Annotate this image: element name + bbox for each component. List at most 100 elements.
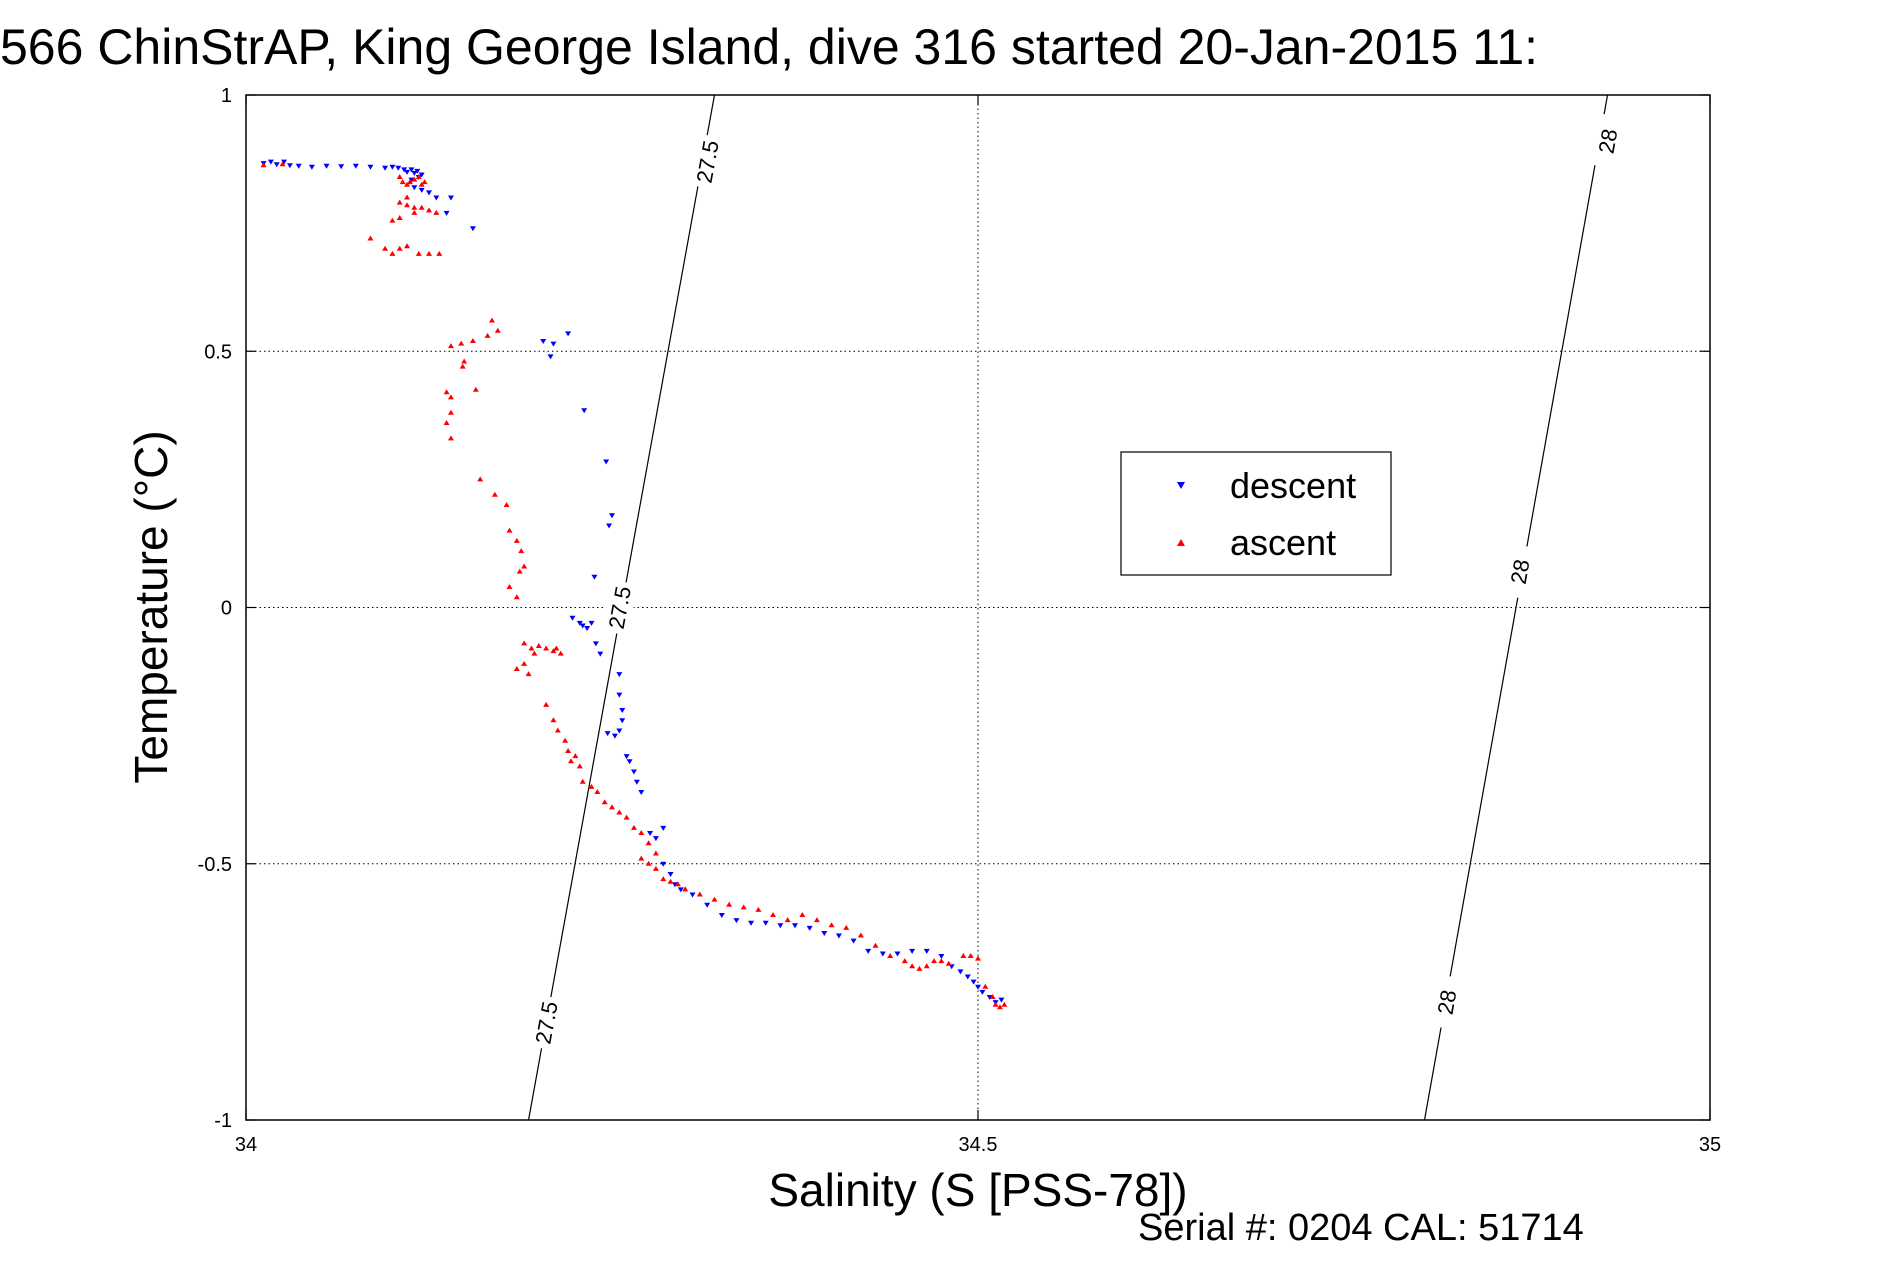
descent-point [660, 861, 667, 867]
ascent-point [396, 199, 403, 205]
descent-point [835, 933, 842, 939]
descent-point [447, 195, 454, 201]
descent-point [389, 164, 396, 170]
isopycnal-label-bg [1428, 974, 1465, 1031]
ascent-point [411, 204, 418, 210]
ascent-point [516, 568, 523, 574]
ascent-point [652, 865, 659, 871]
y-tick-label: -0.5 [198, 854, 232, 876]
ascent-point [992, 1001, 999, 1007]
x-axis-label: Salinity (S [PSS-78]) [768, 1164, 1187, 1216]
descent-point [633, 779, 640, 785]
ascent-point [396, 215, 403, 220]
descent-point [584, 626, 591, 631]
descent-point [367, 164, 374, 170]
descent-point [638, 790, 645, 795]
ascent-point [931, 958, 938, 964]
descent-point [616, 692, 623, 698]
isopycnal-line [1423, 94, 1609, 1121]
ascent-point [989, 994, 996, 999]
chart-title: 566 ChinStrAP, King George Island, dive … [0, 19, 1538, 75]
x-tick-label: 34.5 [959, 1134, 998, 1156]
ascent-point [770, 912, 777, 917]
ascent-point [938, 958, 945, 964]
series-ascent [260, 161, 1008, 1010]
descent-point [443, 210, 450, 216]
ascent-point [909, 963, 916, 969]
ascent-point [415, 174, 422, 179]
descent-point [762, 920, 769, 926]
x-tick-label: 35 [1699, 1134, 1721, 1156]
ascent-point [513, 666, 520, 671]
ascent-point [279, 161, 286, 167]
ascent-point [461, 358, 468, 364]
descent-point [923, 948, 930, 954]
descent-point [975, 984, 981, 990]
ascent-point [975, 955, 981, 961]
descent-point [619, 718, 626, 724]
ascent-point [521, 660, 528, 666]
ascent-point [960, 953, 967, 958]
descent-point [295, 163, 302, 169]
ascent-point [572, 753, 579, 759]
descent-point [592, 641, 599, 647]
ascent-point [521, 563, 528, 569]
ascent-point [799, 912, 806, 917]
descent-point [604, 731, 611, 737]
descent-point [894, 951, 901, 957]
ascent-point [543, 645, 550, 651]
ascent-point [418, 204, 425, 210]
ascent-point [503, 502, 510, 507]
ascent-point [579, 778, 586, 784]
ascent-point [755, 906, 762, 912]
descent-point [540, 339, 547, 344]
ascent-point [923, 963, 930, 969]
ascent-point [426, 250, 432, 256]
descent-point [957, 969, 964, 975]
ascent-point [645, 860, 652, 866]
ascent-point [411, 209, 418, 215]
axis-ticks: 34 34.5 35 -1 -0.5 0 0.5 1 [198, 85, 1722, 1156]
ascent-point [553, 645, 560, 651]
ascent-point [488, 317, 495, 323]
descent-point [418, 187, 425, 193]
ascent-point [404, 181, 411, 187]
ascent-point [426, 207, 432, 213]
descent-point [352, 163, 359, 169]
descent-point [647, 831, 654, 836]
y-axis-label: Temperature (°C) [125, 430, 177, 783]
ascent-point [382, 245, 389, 251]
ascent-point [406, 179, 413, 185]
ascent-point [945, 960, 952, 966]
ascent-point [396, 174, 403, 179]
ascent-point [557, 650, 564, 656]
descent-point [565, 331, 572, 337]
ascent-point [528, 645, 535, 651]
ascent-point [404, 202, 411, 208]
descent-point [623, 754, 630, 760]
descent-point [626, 759, 633, 765]
isopycnal-label-bg [527, 994, 565, 1051]
data-series [260, 159, 1008, 1010]
descent-point [579, 623, 586, 629]
ascent-point [404, 243, 411, 249]
descent-point [569, 615, 576, 621]
ascent-point [996, 1004, 1003, 1010]
ascent-point [506, 527, 513, 533]
isopycnal-label: 28 [1506, 557, 1535, 585]
descent-point [850, 938, 857, 944]
ascent-point [484, 332, 491, 338]
serial-cal-footer: Serial #: 0204 CAL: 51714 [1138, 1207, 1584, 1249]
ascent-point [469, 338, 476, 343]
descent-point [616, 672, 623, 678]
ascent-point [594, 789, 601, 794]
isopycnal-label-bg [1589, 113, 1626, 170]
descent-point [689, 892, 696, 898]
ascent-point [367, 235, 374, 241]
ascent-point [967, 953, 974, 958]
ascent-point [982, 983, 989, 989]
ascent-point [389, 217, 396, 223]
descent-point [408, 177, 415, 183]
isopycnal-label-bg [688, 133, 726, 190]
ascent-point [843, 924, 850, 930]
